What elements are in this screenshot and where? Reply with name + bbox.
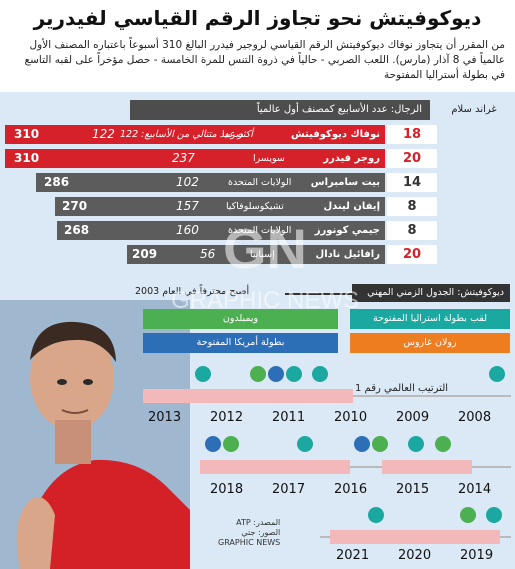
country: سويسرا [253,153,285,164]
total-weeks: 310 [14,151,40,165]
weeks-bar [5,149,385,168]
country: صربيا [222,129,244,140]
brand-credit: GRAPHIC NEWS [218,538,281,547]
year-label: 2019 [460,548,494,563]
slam-count: 8 [387,221,437,240]
title-marker [297,436,313,452]
timeline-header: ديوكوفيتش: الجدول الزمني المهني [352,284,510,302]
weeks-bar [36,173,385,192]
weeks-bar [127,245,385,264]
title-marker [312,366,328,382]
legend-roland-garros: رولان غاروس [350,333,510,353]
year-label: 2016 [334,482,368,497]
consecutive-weeks: 122 [92,127,115,141]
table-row: 286 102 الولايات المتحدة بيت سامبراس 14 [0,173,515,192]
table-row: 270 157 تشيكوسلوفاكيا إيفان ليندل 8 [0,197,515,216]
legend-australian: لقب بطولة استراليا المفتوحة [350,309,510,329]
weeks-bar [5,125,385,144]
consecutive-weeks: 102 [176,175,199,189]
title-marker [223,436,239,452]
country: إسبانيا [250,249,275,260]
slam-count: 20 [387,245,437,264]
table-row: 310 237 سويسرا روجر فيدرر 20 [0,149,515,168]
legend-us-open: بطولة أمريكا المفتوحة [143,333,338,353]
table-row: 209 56 إسبانيا رافائيل نادال 20 [0,245,515,264]
year-label: 2014 [458,482,492,497]
player-name: روجر فيدرر [323,153,380,164]
title-marker [286,366,302,382]
rank-period [330,530,500,544]
title-marker [268,366,284,382]
rank-period [382,460,472,474]
title-marker [489,366,505,382]
legend-wimbledon: ويمبلدون [143,309,338,329]
grand-slam-header: غراند سلام [451,104,497,115]
year-label: 2013 [148,410,182,425]
consecutive-weeks: 237 [172,151,195,165]
page-title: ديوكوفيتش نحو تجاوز الرقم القياسي لفيدري… [33,6,482,30]
total-weeks: 209 [132,247,158,261]
slam-count: 18 [387,125,437,144]
year-label: 2018 [210,482,244,497]
total-weeks: 310 [14,127,40,141]
timeline-axis [200,466,511,468]
slam-count: 14 [387,173,437,192]
intro-text: من المقرر أن يتجاوز نوفاك ديوكوفيتش الرق… [24,39,505,81]
title-marker [372,436,388,452]
year-label: 2021 [336,548,370,563]
most-consecutive-label: أكثر عدد متتالي من الأسابيع: 122 [120,129,253,140]
player-name: رافائيل نادال [315,249,380,260]
year-label: 2008 [458,410,492,425]
slam-count: 8 [387,197,437,216]
source-line: المصدر: ATP [236,518,281,527]
table-row: 268 160 الولايات المتحدة جيمي كونورز 8 [0,221,515,240]
title-marker [408,436,424,452]
total-weeks: 268 [64,223,90,237]
country: تشيكوسلوفاكيا [226,201,284,212]
rank-label: الترتيب العالمي رقم 1 [355,383,449,394]
player-name: إيفان ليندل [323,201,380,212]
country: الولايات المتحدة [228,177,292,188]
weeks-bar [57,221,385,240]
consecutive-weeks: 56 [200,247,216,261]
title-marker [205,436,221,452]
title-marker [368,507,384,523]
weeks-header: الرجال: عدد الأسابيع كمصنف أول عالمياً [130,100,430,120]
year-label: 2012 [210,410,244,425]
year-label: 2015 [396,482,430,497]
player-name: بيت سامبراس [310,177,380,188]
title-marker [435,436,451,452]
year-label: 2010 [334,410,368,425]
consecutive-weeks: 157 [176,199,199,213]
title-marker [195,366,211,382]
weeks-bar [55,197,385,216]
player-name: جيمي كونورز [314,225,380,236]
year-label: 2009 [396,410,430,425]
player-name: نوفاك ديوكوفيتش [290,129,380,140]
slam-count: 20 [387,149,437,168]
year-label: 2017 [272,482,306,497]
title-marker [354,436,370,452]
pro-note: أصبح محترفاً في العام 2003 [135,286,250,297]
title-marker [250,366,266,382]
year-label: 2011 [272,410,306,425]
rank-period [200,460,350,474]
title-marker [460,507,476,523]
rank-period [143,389,353,403]
total-weeks: 286 [44,175,70,189]
pro-note-connector [285,293,352,295]
photo-credit: الصور: جتي [241,528,281,537]
source-credit: المصدر: ATP الصور: جتي GRAPHIC NEWS [218,518,280,548]
total-weeks: 270 [62,199,88,213]
country: الولايات المتحدة [228,225,292,236]
consecutive-weeks: 160 [176,223,199,237]
year-label: 2020 [398,548,432,563]
title-marker [486,507,502,523]
table-row: 310 122 صربيا نوفاك ديوكوفيتش 18 [0,125,515,144]
